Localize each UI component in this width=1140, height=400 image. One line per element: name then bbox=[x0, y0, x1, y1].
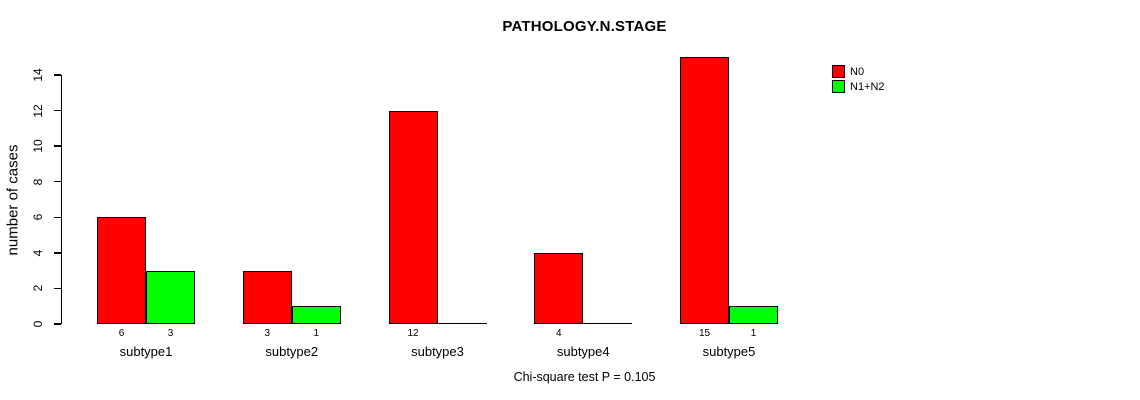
bar bbox=[388, 110, 438, 324]
y-tick-label: 4 bbox=[31, 249, 45, 257]
y-tick-label: 12 bbox=[31, 103, 45, 118]
legend: N0 N1+N2 bbox=[832, 64, 885, 94]
chi-square-footnote: Chi-square test P = 0.105 bbox=[513, 370, 656, 384]
y-tick bbox=[53, 216, 61, 219]
y-tick bbox=[53, 287, 61, 290]
y-tick bbox=[53, 323, 61, 325]
bar-value-label: 1 bbox=[313, 328, 320, 339]
y-axis-line bbox=[60, 75, 62, 324]
bar-value-label: 3 bbox=[264, 328, 271, 339]
category-label: subtype4 bbox=[556, 344, 610, 359]
legend-label: N0 bbox=[850, 65, 865, 78]
zero-bar-line bbox=[437, 322, 487, 324]
legend-row: N1+N2 bbox=[832, 79, 885, 94]
bar-value-label: 6 bbox=[118, 328, 125, 339]
y-tick bbox=[53, 109, 61, 112]
y-tick bbox=[53, 180, 61, 183]
y-tick-label: 8 bbox=[31, 178, 45, 186]
bar-value-label: 15 bbox=[698, 328, 711, 339]
legend-row: N0 bbox=[832, 64, 885, 79]
legend-swatch-icon bbox=[832, 65, 845, 78]
bar bbox=[534, 252, 584, 324]
chart-title: PATHOLOGY.N.STAGE bbox=[502, 18, 667, 35]
y-tick-label: 2 bbox=[31, 285, 45, 292]
bar bbox=[680, 57, 729, 324]
bar bbox=[729, 306, 778, 324]
category-label: subtype5 bbox=[702, 344, 756, 359]
category-label: subtype1 bbox=[119, 344, 173, 359]
y-tick bbox=[53, 74, 61, 76]
bar bbox=[97, 217, 146, 324]
bar bbox=[291, 306, 341, 324]
category-label: subtype3 bbox=[411, 344, 464, 359]
bar-value-label: 1 bbox=[750, 328, 757, 339]
legend-swatch-icon bbox=[832, 80, 845, 93]
y-tick bbox=[53, 145, 61, 147]
y-tick bbox=[53, 252, 61, 254]
zero-bar-line bbox=[583, 322, 633, 324]
category-label: subtype2 bbox=[265, 344, 319, 359]
bar-value-label: 4 bbox=[555, 328, 562, 339]
bar bbox=[242, 270, 292, 324]
legend-label: N1+N2 bbox=[850, 80, 885, 93]
bar-value-label: 12 bbox=[407, 328, 419, 339]
y-axis-label: number of cases bbox=[4, 144, 22, 256]
y-tick-label: 14 bbox=[31, 68, 45, 82]
bar bbox=[146, 270, 195, 324]
y-tick-label: 10 bbox=[31, 139, 45, 153]
y-tick-label: 0 bbox=[31, 320, 45, 328]
y-tick-label: 6 bbox=[31, 213, 45, 221]
bar-value-label: 3 bbox=[167, 328, 174, 339]
